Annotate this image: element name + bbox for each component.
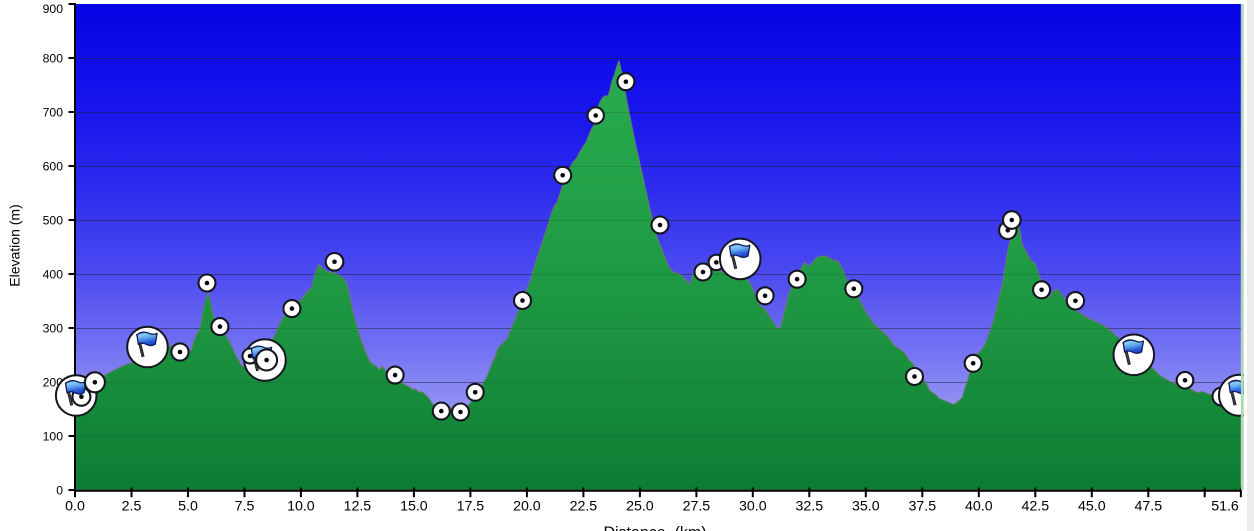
svg-text:2.5: 2.5: [122, 499, 142, 515]
svg-text:51.6: 51.6: [1211, 499, 1239, 515]
svg-text:15.0: 15.0: [400, 499, 428, 515]
svg-text:40.0: 40.0: [965, 499, 993, 515]
svg-text:700: 700: [43, 105, 64, 119]
svg-text:5.0: 5.0: [178, 499, 198, 515]
svg-text:32.5: 32.5: [795, 499, 823, 515]
svg-text:27.5: 27.5: [683, 499, 711, 515]
svg-text:Distance (km): Distance (km): [603, 525, 706, 531]
svg-text:400: 400: [43, 267, 64, 281]
svg-text:45.0: 45.0: [1078, 499, 1106, 515]
svg-text:30.0: 30.0: [739, 499, 767, 515]
svg-text:17.5: 17.5: [457, 499, 485, 515]
svg-text:35.0: 35.0: [852, 499, 880, 515]
svg-text:47.5: 47.5: [1134, 499, 1162, 515]
svg-text:10.0: 10.0: [287, 499, 315, 515]
svg-text:900: 900: [43, 2, 64, 16]
svg-text:0.0: 0.0: [65, 499, 85, 515]
svg-text:0: 0: [56, 483, 63, 497]
svg-text:12.5: 12.5: [344, 499, 372, 515]
svg-text:600: 600: [43, 159, 64, 173]
svg-text:800: 800: [43, 51, 64, 65]
svg-text:300: 300: [43, 321, 64, 335]
svg-text:100: 100: [43, 429, 64, 443]
svg-text:Elevation (m): Elevation (m): [7, 204, 23, 286]
svg-text:42.5: 42.5: [1021, 499, 1049, 515]
svg-text:37.5: 37.5: [908, 499, 936, 515]
svg-text:20.0: 20.0: [513, 499, 541, 515]
svg-text:25.0: 25.0: [626, 499, 654, 515]
svg-text:500: 500: [43, 213, 64, 227]
svg-text:22.5: 22.5: [570, 499, 598, 515]
svg-text:7.5: 7.5: [235, 499, 255, 515]
